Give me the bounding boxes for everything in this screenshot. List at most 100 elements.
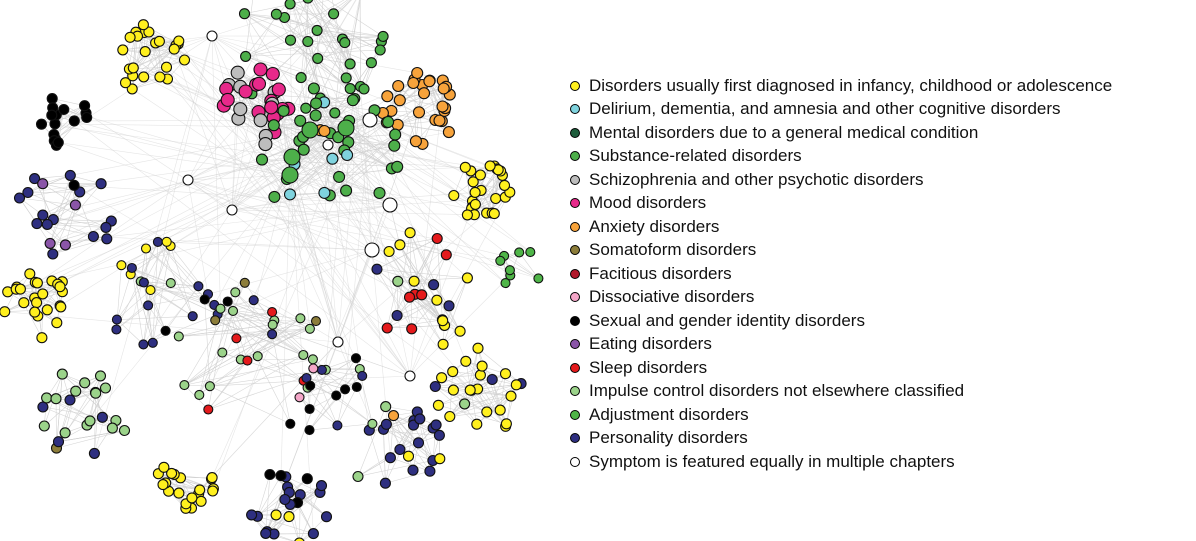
node-multiple — [362, 112, 378, 128]
legend-label: Somatoform disorders — [589, 240, 757, 260]
node-substance — [297, 143, 310, 156]
node-childhood — [471, 418, 483, 430]
node-impulse — [59, 427, 71, 439]
node-mood — [251, 76, 267, 91]
network-edge — [145, 204, 391, 249]
node-impulse — [41, 392, 53, 404]
network-edge — [165, 286, 199, 331]
network-edge — [198, 352, 223, 395]
node-impulse — [352, 470, 364, 483]
legend-swatch-eating — [570, 339, 580, 350]
network-edge — [499, 373, 506, 411]
node-anxiety — [393, 94, 406, 107]
network-edge — [289, 3, 293, 158]
network-edge — [84, 382, 113, 429]
network-edge — [289, 174, 506, 427]
node-personality — [193, 281, 204, 292]
network-edge — [357, 457, 391, 477]
network-edge — [333, 0, 351, 15]
node-childhood — [437, 315, 449, 327]
node-childhood — [488, 208, 500, 220]
node-schizophrenia — [253, 113, 268, 128]
network-edge — [303, 375, 411, 381]
node-sexual — [304, 403, 315, 415]
node-impulse — [94, 370, 107, 382]
network-edge — [314, 0, 351, 89]
node-childhood — [510, 379, 522, 391]
network-edge — [245, 0, 253, 57]
network-edge — [116, 241, 159, 330]
node-impulse — [106, 422, 118, 434]
node-childhood — [117, 44, 129, 56]
network-edge — [133, 48, 175, 69]
network-edge — [116, 274, 131, 320]
node-impulse — [380, 401, 392, 413]
network-edge — [289, 174, 358, 388]
legend-swatch-personality — [570, 433, 580, 444]
node-childhood — [476, 360, 488, 372]
node-anxiety — [433, 114, 446, 127]
legend-item-schizophrenia: Schizophrenia and other psychotic disord… — [570, 168, 1112, 192]
node-substance — [309, 109, 322, 122]
network-edge — [116, 315, 193, 320]
node-childhood — [402, 450, 415, 462]
node-childhood — [474, 369, 486, 381]
network-edge — [184, 358, 313, 386]
node-anxiety — [411, 66, 424, 80]
network-edge — [335, 395, 373, 424]
network-edge — [198, 282, 246, 395]
network-edge — [231, 0, 357, 211]
node-substance — [277, 104, 290, 117]
legend-swatch-mood — [570, 198, 580, 209]
network-edge — [435, 386, 478, 425]
network-edge — [253, 299, 311, 330]
node-personality — [52, 436, 65, 448]
network-edge — [453, 389, 506, 427]
legend-label: Mental disorders due to a general medica… — [589, 122, 979, 142]
network-edge — [363, 49, 381, 90]
node-impulse — [230, 287, 241, 298]
node-impulse — [298, 349, 309, 361]
node-childhood — [460, 355, 472, 367]
node-substance — [337, 119, 355, 137]
network-edge — [388, 251, 434, 285]
node-anxiety — [392, 79, 405, 93]
network-edge — [15, 289, 43, 338]
node-personality — [414, 413, 426, 425]
network-edge — [271, 334, 291, 424]
network-edge — [453, 373, 506, 391]
network-edge — [486, 384, 517, 413]
node-childhood — [472, 342, 484, 354]
node-childhood — [54, 281, 66, 293]
network-edge — [157, 209, 233, 243]
network-edge — [313, 368, 337, 396]
node-adjustment — [514, 247, 525, 258]
network-edge — [397, 315, 443, 322]
network-edge — [4, 311, 339, 343]
node-personality — [379, 477, 391, 489]
legend-label: Sleep disorders — [589, 357, 708, 377]
node-childhood — [178, 54, 191, 66]
node-substance — [391, 160, 404, 173]
network-edge — [85, 112, 233, 211]
node-personality — [357, 370, 368, 381]
legend-item-sleep: Sleep disorders — [570, 356, 1112, 380]
node-childhood — [124, 31, 136, 43]
legend-item-eating: Eating disorders — [570, 333, 1112, 357]
network-edge — [184, 317, 301, 386]
network-edge — [74, 119, 371, 122]
network-edge — [306, 377, 373, 425]
network-edge — [297, 502, 314, 534]
node-sexual — [52, 136, 64, 149]
network-edge — [208, 354, 304, 410]
node-substance — [295, 72, 307, 84]
network-edge — [187, 166, 466, 181]
legend-item-dissociative: Dissociative disorders — [570, 286, 1112, 310]
node-impulse — [165, 278, 176, 289]
network-edge — [170, 209, 233, 247]
legend-swatch-impulse — [570, 386, 580, 397]
network-edge — [116, 319, 144, 345]
node-personality — [22, 186, 34, 199]
node-impulse — [56, 368, 68, 380]
node-childhood — [207, 485, 219, 497]
